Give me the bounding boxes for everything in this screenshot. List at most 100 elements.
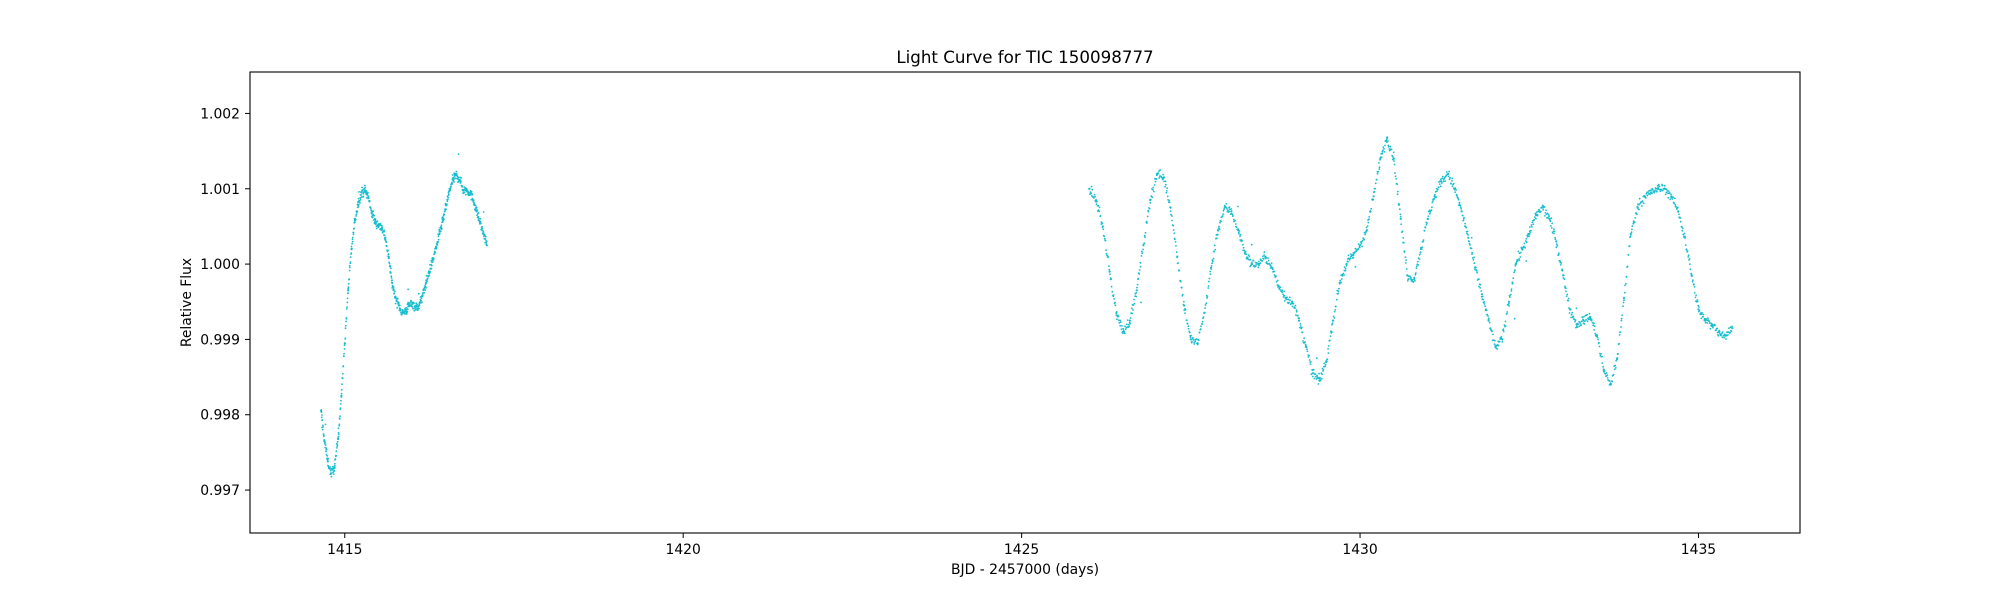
scatter-point <box>1586 313 1589 316</box>
scatter-point <box>1626 265 1629 268</box>
scatter-point <box>1193 343 1196 345</box>
scatter-point <box>1640 205 1643 207</box>
data-point <box>1284 296 1287 300</box>
scatter-point <box>481 227 484 230</box>
data-point <box>1169 206 1172 209</box>
scatter-point <box>1298 317 1300 320</box>
scatter-point <box>1158 170 1160 173</box>
scatter-point <box>426 277 429 280</box>
scatter-point <box>1110 278 1112 281</box>
scatter-point <box>1449 176 1451 179</box>
scatter-point <box>1098 210 1101 213</box>
scatter-point <box>325 448 328 451</box>
scatter-point <box>1422 240 1424 243</box>
scatter-point <box>1503 324 1506 326</box>
scatter-point <box>1486 313 1489 316</box>
x-tick-label: 1435 <box>1681 542 1716 558</box>
scatter-point <box>1133 302 1136 305</box>
data-point <box>1534 214 1538 217</box>
scatter-point <box>340 392 343 395</box>
scatter-point <box>441 221 444 223</box>
scatter-point <box>1469 244 1471 246</box>
scatter-point <box>1366 225 1369 227</box>
scatter-point <box>1404 262 1407 264</box>
scatter-point <box>1603 370 1606 372</box>
scatter-point <box>1482 298 1484 301</box>
data-point <box>1298 319 1301 322</box>
data-point <box>445 204 448 207</box>
scatter-point <box>1471 253 1473 256</box>
scatter-point <box>1261 255 1264 258</box>
scatter-point <box>1267 259 1270 262</box>
scatter-point <box>1461 214 1464 217</box>
scatter-point <box>1306 350 1309 353</box>
scatter-point <box>1342 272 1345 275</box>
scatter-point <box>1693 283 1695 285</box>
data-point <box>320 409 323 413</box>
scatter-point <box>371 216 374 219</box>
scatter-point <box>1213 244 1216 247</box>
scatter-point <box>1120 328 1123 330</box>
scatter-point <box>1143 242 1146 245</box>
scatter-point <box>1364 233 1366 236</box>
data-point <box>394 296 397 300</box>
scatter-point <box>324 447 327 449</box>
scatter-point <box>1232 218 1235 221</box>
scatter-point <box>401 309 404 311</box>
scatter-point <box>1611 380 1614 383</box>
data-point <box>1494 345 1497 348</box>
scatter-point <box>451 174 454 176</box>
scatter-point <box>346 301 349 304</box>
scatter-point <box>1459 206 1462 209</box>
scatter-point <box>416 305 418 308</box>
scatter-point <box>1529 231 1532 234</box>
scatter-point <box>1334 309 1337 311</box>
scatter-point <box>1367 221 1370 224</box>
scatter-point <box>1697 304 1700 307</box>
scatter-point <box>1339 279 1342 282</box>
data-points-layer <box>320 136 1734 478</box>
scatter-point <box>1698 306 1700 308</box>
scatter-point <box>1592 324 1595 327</box>
scatter-point <box>367 195 370 198</box>
scatter-point <box>1393 163 1396 166</box>
scatter-point <box>1249 258 1252 261</box>
scatter-point <box>1259 262 1262 264</box>
scatter-point <box>1340 278 1343 280</box>
scatter-point <box>1113 298 1115 300</box>
scatter-point <box>1590 318 1593 321</box>
data-point <box>353 219 356 222</box>
scatter-point <box>1381 152 1384 155</box>
scatter-point <box>1504 325 1507 328</box>
scatter-point <box>1415 267 1418 269</box>
data-point <box>384 236 387 239</box>
scatter-point <box>339 403 342 405</box>
scatter-point <box>1283 300 1286 302</box>
scatter-point <box>1717 334 1720 337</box>
scatter-point <box>1550 225 1552 227</box>
scatter-point <box>326 454 329 457</box>
scatter-point <box>1526 235 1529 238</box>
data-point <box>1480 293 1483 296</box>
scatter-point <box>363 184 366 187</box>
scatter-point <box>1411 278 1413 281</box>
scatter-point <box>1622 301 1625 304</box>
scatter-point <box>443 210 446 213</box>
scatter-point <box>1142 248 1144 251</box>
scatter-point <box>394 290 396 292</box>
scatter-point <box>1136 283 1139 286</box>
scatter-point <box>1200 325 1202 328</box>
scatter-point <box>322 435 325 438</box>
scatter-point <box>1169 210 1172 213</box>
scatter-point <box>1400 223 1403 226</box>
scatter-point <box>1239 233 1242 236</box>
scatter-point <box>1361 245 1363 248</box>
scatter-point <box>1135 292 1138 294</box>
data-point <box>1365 229 1368 232</box>
scatter-point <box>1565 287 1567 290</box>
scatter-point <box>436 244 439 247</box>
scatter-point <box>1506 311 1509 313</box>
scatter-point <box>1116 318 1118 321</box>
scatter-point <box>1099 214 1102 217</box>
scatter-point <box>423 291 426 294</box>
